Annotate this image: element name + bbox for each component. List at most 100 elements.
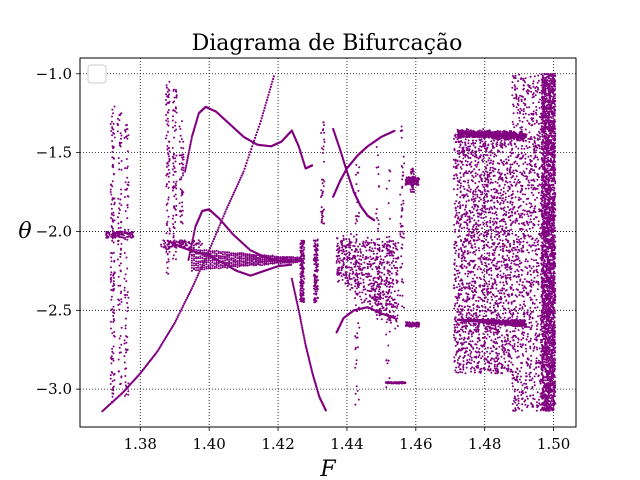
data-point — [250, 262, 253, 265]
data-point — [371, 247, 374, 250]
data-point — [372, 252, 375, 255]
data-point — [518, 259, 521, 262]
data-point — [371, 257, 374, 260]
data-point — [374, 242, 377, 245]
data-point — [453, 287, 456, 290]
data-point — [301, 330, 304, 333]
data-point — [112, 235, 115, 238]
data-point — [377, 230, 380, 233]
data-point — [355, 336, 358, 339]
data-point — [391, 382, 394, 385]
data-point — [346, 284, 349, 287]
data-point — [395, 307, 398, 309]
data-point — [452, 165, 455, 168]
data-point — [322, 178, 325, 181]
data-point — [175, 204, 178, 207]
data-point — [515, 310, 518, 312]
data-point — [466, 219, 469, 222]
data-point — [242, 260, 245, 263]
data-point — [366, 262, 369, 265]
data-point — [297, 307, 300, 310]
data-point — [224, 253, 226, 255]
data-point — [230, 264, 233, 267]
data-point — [185, 160, 189, 163]
data-point — [378, 262, 381, 265]
data-point — [342, 258, 345, 261]
data-point — [473, 205, 476, 208]
data-point — [118, 346, 121, 349]
data-point — [232, 193, 235, 196]
data-point — [110, 327, 112, 330]
data-point — [491, 152, 494, 154]
data-point — [344, 282, 347, 285]
data-point — [370, 264, 373, 267]
data-point — [123, 286, 126, 289]
data-point — [356, 171, 359, 174]
data-point — [532, 80, 535, 83]
data-point — [203, 266, 206, 269]
data-point — [484, 262, 487, 265]
data-point — [531, 96, 534, 99]
data-point — [353, 254, 356, 257]
data-point — [495, 246, 498, 248]
data-point — [113, 309, 116, 312]
data-point — [465, 292, 468, 295]
data-point — [513, 274, 516, 277]
data-point — [110, 289, 113, 291]
data-point — [165, 93, 167, 96]
data-point — [388, 169, 391, 172]
data-point — [321, 216, 324, 219]
data-point — [388, 377, 391, 380]
data-point — [179, 220, 182, 223]
data-point — [472, 195, 475, 198]
data-point — [124, 317, 127, 320]
data-point — [188, 147, 191, 150]
data-point — [356, 201, 359, 204]
data-point — [301, 280, 304, 283]
data-point — [386, 382, 389, 385]
data-point — [123, 339, 126, 342]
data-point — [172, 254, 175, 257]
data-point — [117, 157, 120, 159]
data-point — [391, 298, 394, 301]
data-point — [485, 229, 488, 232]
data-point — [411, 180, 414, 183]
data-point — [314, 250, 317, 253]
data-point — [190, 264, 193, 267]
data-point — [375, 281, 378, 284]
data-point — [387, 252, 390, 255]
data-point — [250, 253, 253, 256]
data-point — [112, 345, 115, 348]
data-point — [375, 298, 378, 301]
data-point — [357, 245, 360, 248]
data-point — [342, 234, 345, 237]
data-point — [357, 398, 360, 401]
data-point — [172, 115, 174, 118]
data-point — [235, 185, 238, 188]
data-point — [118, 162, 120, 165]
data-point — [378, 296, 381, 299]
data-point — [234, 187, 238, 190]
data-point — [123, 289, 126, 292]
data-point — [343, 253, 346, 256]
data-point — [416, 181, 419, 184]
data-point — [262, 112, 265, 115]
data-point — [199, 257, 202, 260]
data-point — [516, 345, 519, 348]
data-point — [302, 334, 305, 337]
data-point — [211, 267, 214, 270]
data-point — [512, 123, 515, 126]
data-point — [219, 222, 222, 225]
data-point — [522, 303, 525, 306]
data-point — [537, 359, 540, 362]
data-point — [301, 263, 303, 266]
data-point — [387, 283, 390, 286]
data-point — [361, 301, 364, 304]
data-point — [300, 324, 303, 327]
data-point — [240, 257, 243, 260]
data-point — [123, 361, 126, 364]
data-point — [366, 244, 369, 247]
data-point — [300, 299, 303, 302]
data-point — [388, 274, 391, 276]
data-point — [188, 253, 191, 256]
